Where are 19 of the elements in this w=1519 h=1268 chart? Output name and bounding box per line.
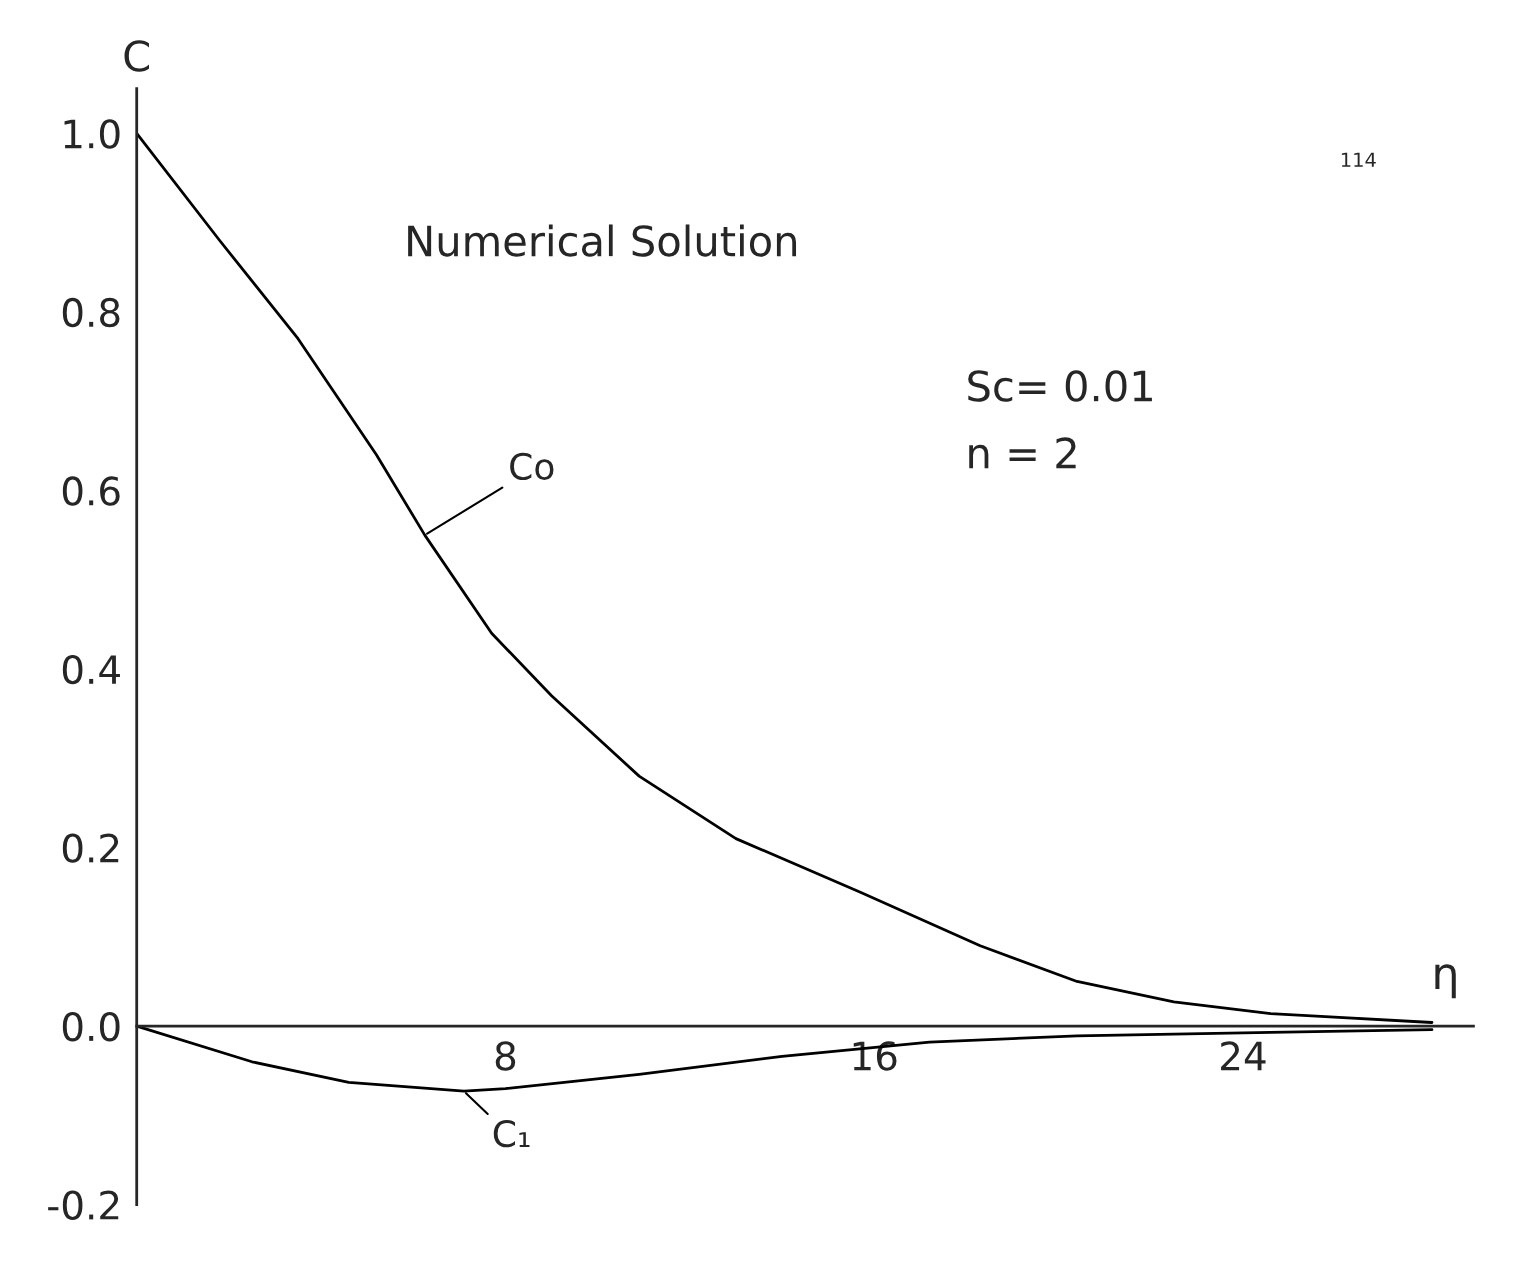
x-axis-title: η <box>1435 964 1456 999</box>
annotation: Sc= 0.01 <box>968 370 1152 402</box>
legend-label: C₁ <box>493 1119 530 1148</box>
text: Co <box>510 452 554 481</box>
y-tick-label: 0.2 <box>62 833 119 863</box>
y-tick-label: -0.2 <box>48 1190 119 1220</box>
x-tick-label: 24 <box>1221 1041 1266 1071</box>
x-tick-label: 16 <box>853 1041 897 1071</box>
y-axis-title: C <box>124 40 149 72</box>
line-series <box>136 132 1434 1024</box>
y-tick-label: 0.6 <box>62 476 120 506</box>
y-tick-label: 0.0 <box>62 1011 120 1042</box>
annotation: Numerical Solution <box>408 224 797 257</box>
y-tick-label: 0.8 <box>62 297 120 328</box>
annotation: n = 2 <box>969 437 1076 469</box>
annotation: 114 <box>1341 152 1376 167</box>
x-tick-label: 8 <box>495 1041 516 1071</box>
y-tick-label: 0.4 <box>62 654 120 685</box>
y-tick-label: 1.0 <box>64 119 120 149</box>
